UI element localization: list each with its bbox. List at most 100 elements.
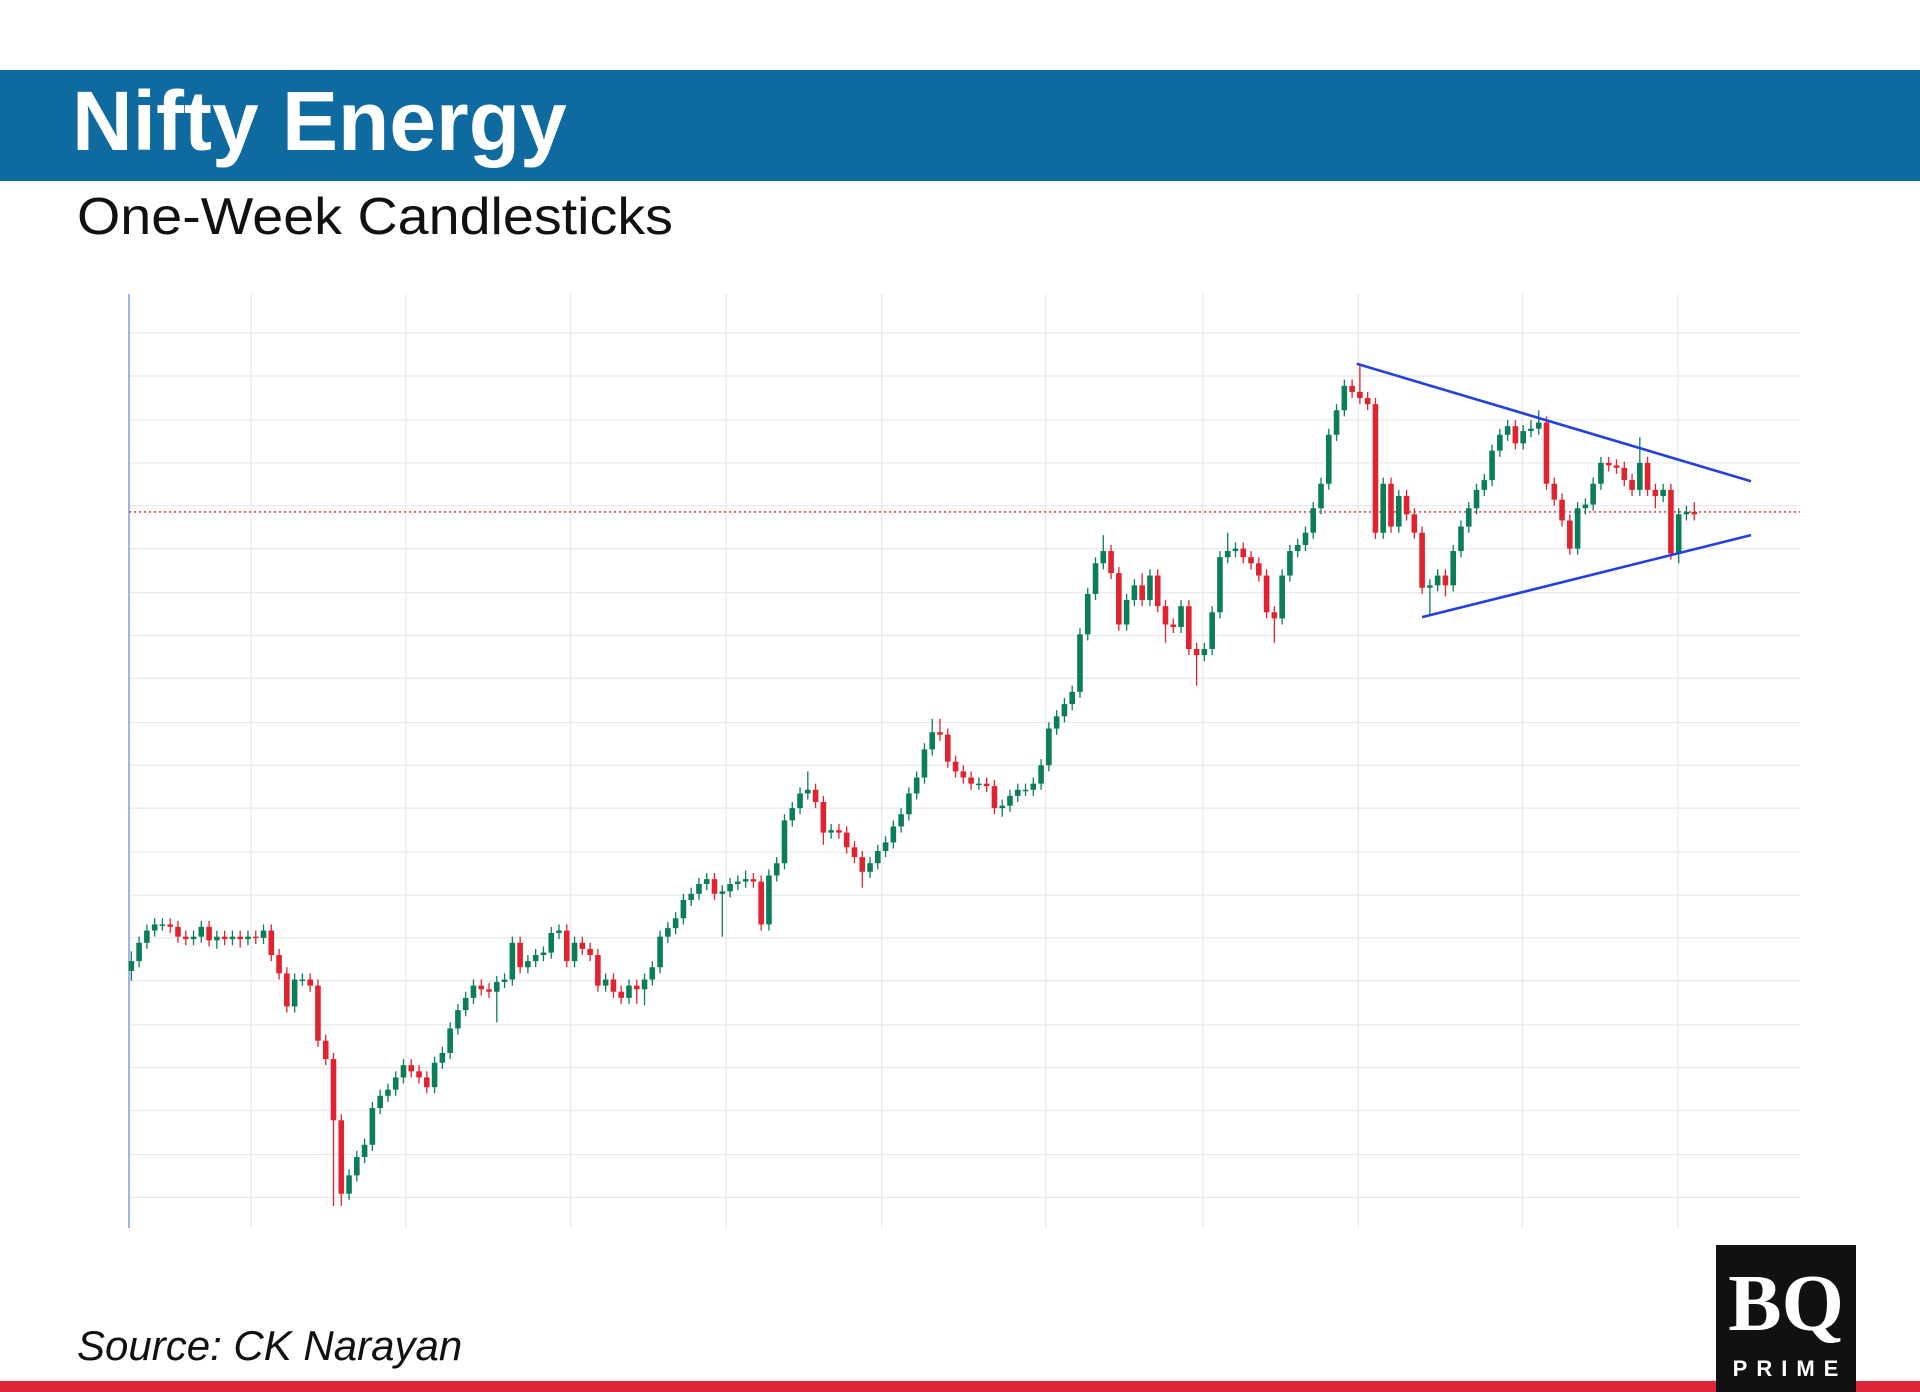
candle-body xyxy=(672,918,679,929)
candle-body xyxy=(1108,551,1114,574)
candle-body xyxy=(1605,462,1612,466)
candle-body xyxy=(221,936,228,940)
plot-area xyxy=(128,294,1800,1228)
candle-body xyxy=(843,832,850,848)
candle-body xyxy=(509,942,516,980)
candle-body xyxy=(548,932,555,953)
candle-body xyxy=(377,1095,383,1109)
candle-body xyxy=(1232,548,1239,552)
candle-body xyxy=(1551,483,1558,500)
candle-body xyxy=(1489,450,1495,481)
candle-body xyxy=(1318,483,1324,509)
candle-body xyxy=(781,820,788,864)
candle-body xyxy=(1022,789,1029,792)
candle-body xyxy=(1053,716,1060,729)
candle-body xyxy=(665,928,671,937)
candle-body xyxy=(400,1065,407,1078)
candle-body xyxy=(144,930,150,943)
candle-body xyxy=(284,973,290,1007)
candle-body xyxy=(470,985,477,998)
candle-body xyxy=(735,881,741,885)
candle-body xyxy=(260,930,267,938)
candle-body xyxy=(416,1071,422,1078)
candle-body xyxy=(517,942,523,968)
candle-body xyxy=(952,761,959,772)
candle-body xyxy=(252,936,259,939)
candle-body xyxy=(1014,789,1021,796)
candle-body xyxy=(1520,431,1526,444)
candle-body xyxy=(1007,795,1013,806)
candle-body xyxy=(867,863,873,872)
candle-body xyxy=(641,979,648,990)
candle-body xyxy=(944,734,951,762)
candle-body xyxy=(649,967,656,980)
candle-body xyxy=(1302,532,1309,545)
candle-body xyxy=(1248,557,1254,564)
candle-body xyxy=(859,857,866,872)
candle-body xyxy=(1668,489,1674,554)
candle-body xyxy=(1209,612,1215,649)
candle-body xyxy=(1256,563,1262,576)
candle-body xyxy=(1481,480,1488,490)
candle-body xyxy=(1123,600,1130,625)
candle-body xyxy=(1139,585,1145,601)
candle-body xyxy=(455,1010,461,1029)
candle-body xyxy=(1084,593,1091,635)
candle-body xyxy=(766,875,772,925)
candle-body xyxy=(812,789,819,803)
source-note: Source: CK Narayan xyxy=(77,1322,462,1369)
candle-body xyxy=(999,805,1006,809)
candle-body xyxy=(1613,465,1620,468)
candle-body xyxy=(1325,434,1332,484)
candle-body xyxy=(346,1175,352,1194)
candle-body xyxy=(408,1065,415,1072)
candle-body xyxy=(307,979,313,986)
candle-body xyxy=(167,924,174,927)
candle-body xyxy=(1279,575,1285,619)
candle-body xyxy=(1061,704,1068,717)
candle-body xyxy=(618,991,625,998)
candle-body xyxy=(136,942,142,962)
trend-line xyxy=(1421,533,1752,619)
candle-body xyxy=(1497,434,1503,451)
candle-body xyxy=(1590,483,1596,505)
candle-body xyxy=(493,981,500,992)
candle-body xyxy=(431,1062,438,1088)
header-band xyxy=(0,70,1920,181)
candle-body xyxy=(1512,426,1519,444)
candle-body xyxy=(929,732,936,750)
candle-body xyxy=(245,936,251,940)
candle-body xyxy=(392,1077,399,1090)
candle-body xyxy=(789,808,796,821)
candle-body xyxy=(1567,520,1573,549)
candle-body xyxy=(128,961,135,971)
candle-body xyxy=(1341,385,1348,411)
candle-body xyxy=(424,1077,430,1088)
candle-body xyxy=(727,884,733,892)
candle-body xyxy=(1652,489,1659,496)
candle-body xyxy=(758,881,764,925)
candle-body xyxy=(151,924,158,931)
candle-body xyxy=(1380,483,1387,533)
candle-body xyxy=(190,936,197,940)
candle-body xyxy=(890,826,897,843)
candle-body xyxy=(742,879,749,882)
candle-body xyxy=(330,1059,337,1121)
candle-body xyxy=(501,979,508,982)
candle-body xyxy=(773,863,780,876)
candle-body xyxy=(1131,585,1138,601)
candle-body xyxy=(1240,548,1247,558)
candle-body xyxy=(882,842,889,851)
candle-body xyxy=(579,942,586,949)
candle-body xyxy=(906,793,912,815)
candle-body xyxy=(1427,585,1433,588)
candle-body xyxy=(1372,404,1379,533)
candle-body xyxy=(1434,575,1441,586)
candle-body xyxy=(1543,422,1550,484)
candle-body xyxy=(1403,495,1410,515)
candle-body xyxy=(937,732,943,735)
candle-body xyxy=(1147,575,1153,601)
candle-body xyxy=(556,930,562,933)
candle-body xyxy=(1178,606,1184,627)
